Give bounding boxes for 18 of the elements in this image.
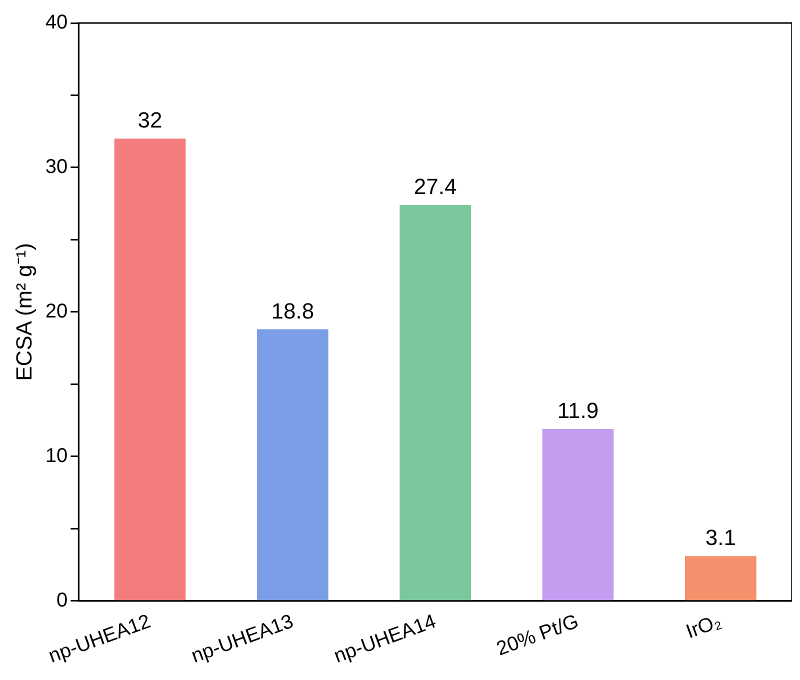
y-tick-label: 40 — [45, 12, 68, 34]
x-tick-label: 20% Pt/G — [494, 610, 582, 660]
bar — [542, 429, 614, 600]
data-label: 3.1 — [705, 525, 736, 550]
y-axis-title: ECSA (m² g⁻¹) — [11, 243, 36, 381]
y-tick-label: 0 — [56, 589, 68, 612]
data-label: 27.4 — [414, 174, 457, 200]
bar — [256, 329, 328, 600]
data-label: 11.9 — [557, 398, 599, 424]
y-tick-label: 10 — [45, 444, 68, 467]
bar — [114, 138, 186, 600]
x-tick-label: IrO₂ — [683, 610, 724, 644]
y-tick-label: 20 — [45, 300, 68, 322]
y-tick-label: 30 — [45, 156, 68, 178]
data-label: 32 — [138, 108, 162, 133]
bar — [684, 556, 756, 600]
data-label: 18.8 — [271, 298, 314, 324]
bar — [400, 205, 471, 600]
